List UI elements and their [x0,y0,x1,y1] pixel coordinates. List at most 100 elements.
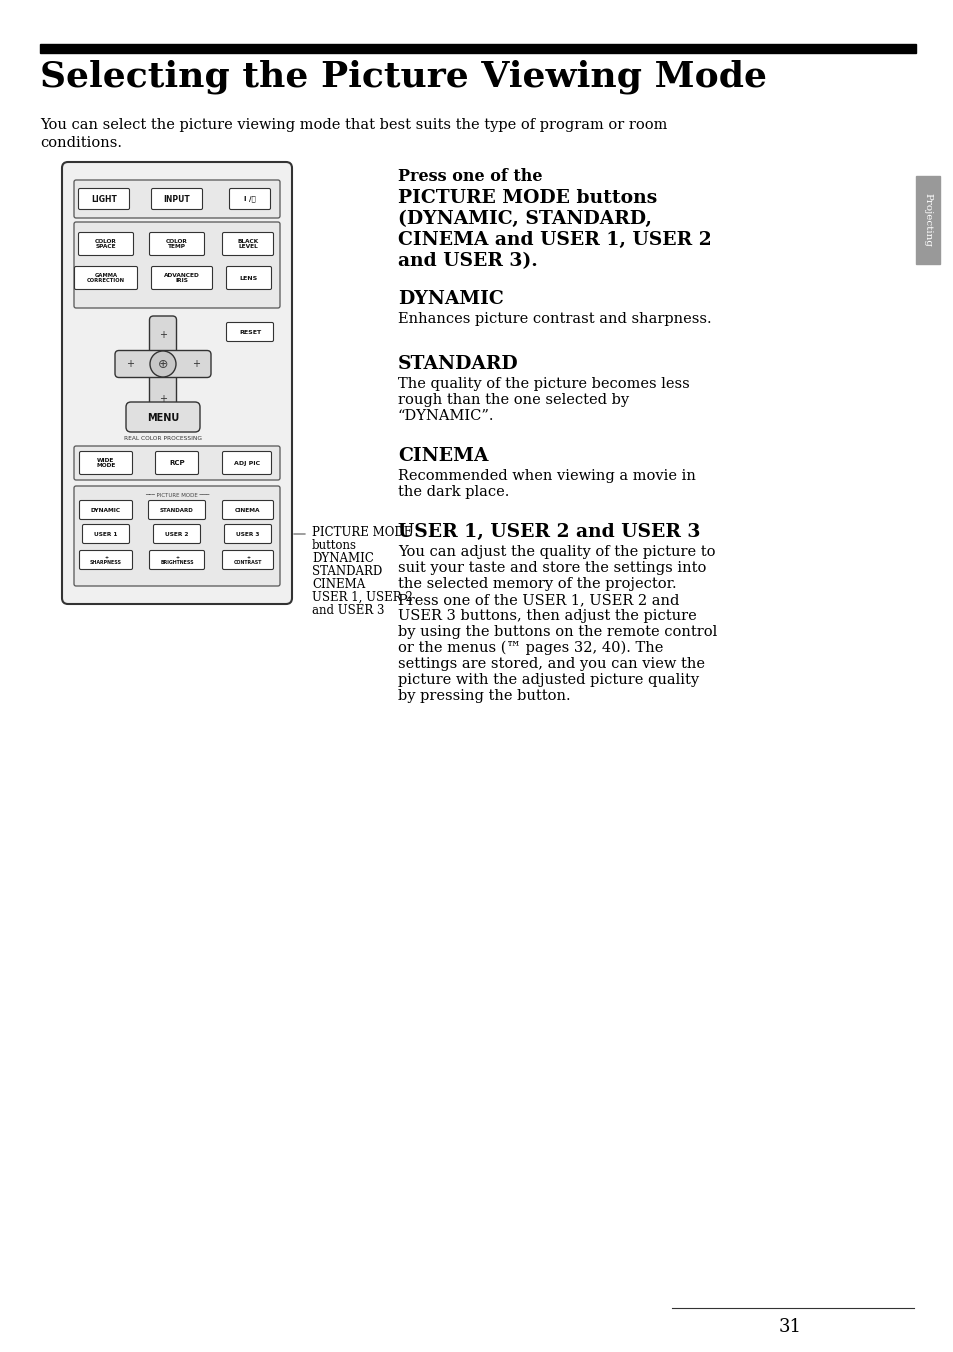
FancyBboxPatch shape [74,446,280,480]
FancyBboxPatch shape [152,188,202,210]
Text: (DYNAMIC, STANDARD,: (DYNAMIC, STANDARD, [397,210,651,228]
Text: USER 1, USER 2: USER 1, USER 2 [312,591,413,604]
Text: Press one of the USER 1, USER 2 and: Press one of the USER 1, USER 2 and [397,594,679,607]
Text: The quality of the picture becomes less: The quality of the picture becomes less [397,377,689,391]
Text: CINEMA: CINEMA [235,507,260,512]
Text: +: + [159,330,167,339]
FancyBboxPatch shape [230,188,271,210]
Text: STANDARD: STANDARD [160,507,193,512]
Text: buttons: buttons [312,539,356,552]
Text: picture with the adjusted picture quality: picture with the adjusted picture qualit… [397,673,699,687]
FancyBboxPatch shape [74,222,280,308]
Text: Press one of the: Press one of the [397,168,542,185]
Text: WIDE
MODE: WIDE MODE [96,457,115,468]
Text: conditions.: conditions. [40,137,122,150]
Text: COLOR
SPACE: COLOR SPACE [95,238,117,249]
Text: suit your taste and store the settings into: suit your taste and store the settings i… [397,561,705,575]
Text: ADVANCED
IRIS: ADVANCED IRIS [164,273,200,284]
FancyBboxPatch shape [79,452,132,475]
Text: INPUT: INPUT [164,195,191,204]
FancyBboxPatch shape [150,316,176,412]
Text: MENU: MENU [147,412,179,423]
Text: by pressing the button.: by pressing the button. [397,690,570,703]
Text: ⊕: ⊕ [157,357,168,370]
FancyBboxPatch shape [79,500,132,519]
Text: rough than the one selected by: rough than the one selected by [397,393,628,407]
FancyBboxPatch shape [155,452,198,475]
Bar [40,45,915,53]
FancyBboxPatch shape [74,180,280,218]
Text: PICTURE MODE: PICTURE MODE [312,526,412,539]
Text: by using the buttons on the remote control: by using the buttons on the remote contr… [397,625,717,639]
FancyBboxPatch shape [62,162,292,604]
Text: +: + [126,360,133,369]
Text: DYNAMIC: DYNAMIC [397,289,503,308]
Text: 31: 31 [778,1318,801,1336]
Text: I /⏻: I /⏻ [244,196,255,203]
Text: USER 1, USER 2 and USER 3: USER 1, USER 2 and USER 3 [397,523,700,541]
FancyBboxPatch shape [152,266,213,289]
Text: STANDARD: STANDARD [397,356,518,373]
FancyBboxPatch shape [115,350,211,377]
Text: “DYNAMIC”.: “DYNAMIC”. [397,410,494,423]
Text: the dark place.: the dark place. [397,485,509,499]
Text: +
CONTRAST: + CONTRAST [233,554,262,565]
FancyBboxPatch shape [150,233,204,256]
Text: USER 3: USER 3 [236,531,259,537]
FancyBboxPatch shape [226,266,272,289]
Text: CINEMA: CINEMA [397,448,488,465]
FancyBboxPatch shape [226,323,274,342]
FancyBboxPatch shape [74,485,280,585]
Text: or the menus (™ pages 32, 40). The: or the menus (™ pages 32, 40). The [397,641,662,656]
FancyBboxPatch shape [82,525,130,544]
Text: +
SHARPNESS: + SHARPNESS [90,554,122,565]
Text: PICTURE MODE buttons: PICTURE MODE buttons [397,189,657,207]
Text: +
BRIGHTNESS: + BRIGHTNESS [160,554,193,565]
Text: Enhances picture contrast and sharpness.: Enhances picture contrast and sharpness. [397,312,711,326]
Text: STANDARD: STANDARD [312,565,382,579]
Text: Selecting the Picture Viewing Mode: Selecting the Picture Viewing Mode [40,59,766,95]
Text: LENS: LENS [239,276,258,280]
FancyBboxPatch shape [150,550,204,569]
Text: DYNAMIC: DYNAMIC [91,507,121,512]
FancyBboxPatch shape [222,233,274,256]
Text: +: + [192,360,200,369]
Text: +: + [159,393,167,404]
FancyBboxPatch shape [224,525,272,544]
Text: the selected memory of the projector.: the selected memory of the projector. [397,577,676,591]
FancyBboxPatch shape [126,402,200,433]
Circle shape [150,352,175,377]
Text: GAMMA
CORRECTION: GAMMA CORRECTION [87,273,125,284]
FancyBboxPatch shape [79,550,132,569]
FancyBboxPatch shape [222,500,274,519]
Text: USER 1: USER 1 [94,531,117,537]
Text: Recommended when viewing a movie in: Recommended when viewing a movie in [397,469,695,483]
Text: BLACK
LEVEL: BLACK LEVEL [237,238,258,249]
Text: CINEMA and USER 1, USER 2: CINEMA and USER 1, USER 2 [397,231,711,249]
Text: COLOR
TEMP: COLOR TEMP [166,238,188,249]
FancyBboxPatch shape [222,452,272,475]
Text: RESET: RESET [238,330,261,334]
Text: LIGHT: LIGHT [91,195,117,204]
FancyBboxPatch shape [78,233,133,256]
Text: ─── PICTURE MODE ───: ─── PICTURE MODE ─── [145,493,209,498]
Text: USER 2: USER 2 [165,531,189,537]
Text: USER 3 buttons, then adjust the picture: USER 3 buttons, then adjust the picture [397,608,696,623]
Text: and USER 3).: and USER 3). [397,251,537,270]
Bar [915,176,939,264]
Text: DYNAMIC: DYNAMIC [312,552,374,565]
FancyBboxPatch shape [149,500,205,519]
Text: ADJ PIC: ADJ PIC [233,461,260,465]
FancyBboxPatch shape [153,525,200,544]
Text: settings are stored, and you can view the: settings are stored, and you can view th… [397,657,704,671]
Text: You can select the picture viewing mode that best suits the type of program or r: You can select the picture viewing mode … [40,118,667,132]
FancyBboxPatch shape [78,188,130,210]
FancyBboxPatch shape [74,266,137,289]
FancyBboxPatch shape [222,550,274,569]
Text: and USER 3: and USER 3 [312,604,384,617]
Text: RCP: RCP [169,460,185,466]
Text: Projecting: Projecting [923,193,931,247]
Text: CINEMA: CINEMA [312,579,365,591]
Text: REAL COLOR PROCESSING: REAL COLOR PROCESSING [124,435,202,441]
Text: You can adjust the quality of the picture to: You can adjust the quality of the pictur… [397,545,715,558]
